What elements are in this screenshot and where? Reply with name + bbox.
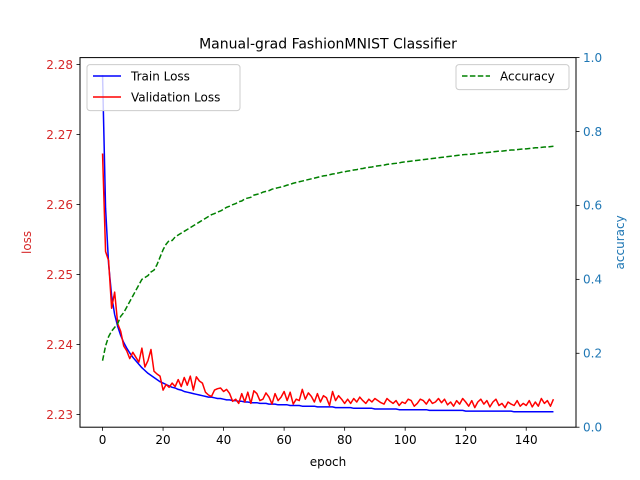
x-tick-label: 60: [276, 433, 291, 447]
x-axis-ticks: 0 20 40 60 80 100 120 140: [99, 427, 538, 447]
legend-right-box: [455, 64, 570, 91]
x-axis-label: epoch: [310, 455, 347, 469]
accuracy-line: [101, 145, 554, 361]
right-tick-label: 1.0: [583, 51, 602, 65]
right-tick-label: 0.0: [583, 421, 602, 435]
left-axis-ticks: 2.23 2.24 2.25 2.26 2.27 2.28: [46, 58, 80, 422]
right-tick-label: 0.6: [583, 199, 602, 213]
x-tick-label: 0: [99, 433, 107, 447]
left-tick-label: 2.27: [46, 128, 73, 142]
x-tick-label: 140: [515, 433, 538, 447]
legend-right: Accuracy: [455, 64, 570, 91]
legend-validation-label: Validation Loss: [131, 91, 220, 105]
legend-train-label: Train Loss: [130, 70, 190, 84]
x-tick-label: 40: [216, 433, 231, 447]
left-axis-label: loss: [20, 231, 34, 254]
right-axis-ticks: 0.0 0.2 0.4 0.6 0.8 1.0: [576, 51, 602, 435]
legend-left: Train Loss Validation Loss: [86, 64, 241, 112]
right-tick-label: 0.4: [583, 273, 602, 287]
legend-left-box: [86, 64, 241, 112]
x-tick-label: 20: [155, 433, 170, 447]
plot-frame: [79, 57, 577, 428]
legend-accuracy-label: Accuracy: [500, 70, 555, 84]
x-tick-label: 80: [337, 433, 352, 447]
left-tick-label: 2.25: [46, 268, 73, 282]
validation-loss-line: [101, 153, 555, 409]
x-tick-label: 120: [454, 433, 477, 447]
train-loss-line: [101, 75, 554, 413]
plot-lines: [101, 75, 555, 413]
left-tick-label: 2.23: [46, 408, 73, 422]
right-tick-label: 0.8: [583, 125, 602, 139]
chart-title: Manual-grad FashionMNIST Classifier: [199, 37, 457, 53]
right-tick-label: 0.2: [583, 347, 602, 361]
x-tick-label: 100: [394, 433, 417, 447]
right-axis-label: accuracy: [613, 215, 627, 269]
left-tick-label: 2.24: [46, 338, 73, 352]
left-tick-label: 2.28: [46, 58, 73, 72]
left-tick-label: 2.26: [46, 198, 73, 212]
